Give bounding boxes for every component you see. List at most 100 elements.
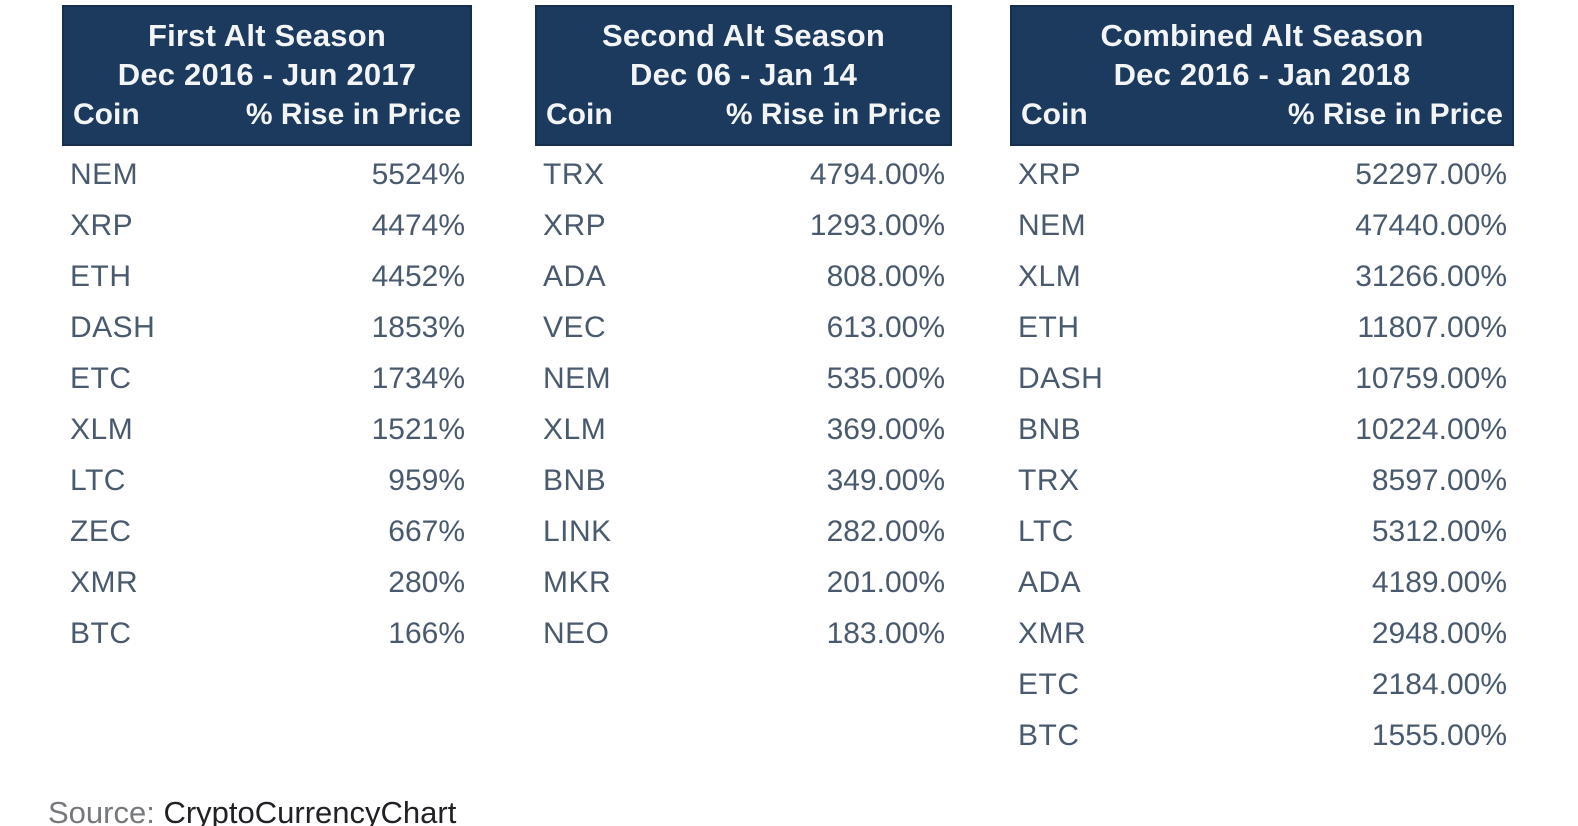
- coin-label: LTC: [70, 463, 126, 497]
- table-row: ADA 4189.00%: [1010, 557, 1514, 608]
- column-header-row: Coin % Rise in Price: [546, 94, 941, 144]
- column-header-coin: Coin: [73, 98, 140, 131]
- rise-value: 667%: [388, 514, 465, 548]
- column-header-row: Coin % Rise in Price: [73, 94, 461, 144]
- table-row: ADA 808.00%: [535, 251, 952, 302]
- rise-value: 52297.00%: [1355, 157, 1507, 191]
- table-first-alt-season: First Alt Season Dec 2016 - Jun 2017 Coi…: [62, 5, 472, 659]
- table-row: NEM 47440.00%: [1010, 200, 1514, 251]
- column-header-coin: Coin: [1021, 98, 1088, 131]
- table-row: NEO 183.00%: [535, 608, 952, 659]
- coin-label: XLM: [70, 412, 134, 446]
- rise-value: 166%: [388, 616, 465, 650]
- table-row: XLM 369.00%: [535, 404, 952, 455]
- coin-label: BNB: [1018, 412, 1082, 446]
- table-title: Combined Alt Season Dec 2016 - Jan 2018: [1021, 16, 1503, 94]
- table-row: LTC 5312.00%: [1010, 506, 1514, 557]
- rise-value: 535.00%: [826, 361, 945, 395]
- coin-label: XRP: [543, 208, 607, 242]
- rise-value: 47440.00%: [1355, 208, 1507, 242]
- coin-label: LTC: [1018, 514, 1074, 548]
- column-header-coin: Coin: [546, 98, 613, 131]
- rise-value: 4189.00%: [1371, 565, 1507, 599]
- table-body: NEM 5524% XRP 4474% ETH 4452% DASH 1853% ETC 1734…: [62, 149, 472, 659]
- table-title-line1: Combined Alt Season: [1100, 18, 1424, 53]
- rise-value: 613.00%: [826, 310, 945, 344]
- coin-label: MKR: [543, 565, 612, 599]
- table-row: XRP 52297.00%: [1010, 149, 1514, 200]
- table-row: NEM 5524%: [62, 149, 472, 200]
- rise-value: 349.00%: [826, 463, 945, 497]
- table-header: First Alt Season Dec 2016 - Jun 2017 Coi…: [62, 5, 472, 146]
- rise-value: 959%: [388, 463, 465, 497]
- coin-label: VEC: [543, 310, 607, 344]
- rise-value: 1734%: [371, 361, 465, 395]
- coin-label: ADA: [543, 259, 607, 293]
- table-title-line2: Dec 2016 - Jan 2018: [1113, 57, 1411, 92]
- table-row: XLM 31266.00%: [1010, 251, 1514, 302]
- coin-label: NEM: [70, 157, 139, 191]
- rise-value: 282.00%: [826, 514, 945, 548]
- column-header-rise: % Rise in Price: [245, 98, 461, 131]
- column-header-rise: % Rise in Price: [725, 98, 941, 131]
- table-row: XRP 4474%: [62, 200, 472, 251]
- table-body: XRP 52297.00% NEM 47440.00% XLM 31266.00% ETH 1…: [1010, 149, 1514, 761]
- table-row: TRX 8597.00%: [1010, 455, 1514, 506]
- rise-value: 280%: [388, 565, 465, 599]
- coin-label: ADA: [1018, 565, 1082, 599]
- column-header-row: Coin % Rise in Price: [1021, 94, 1503, 144]
- table-row: ETC 2184.00%: [1010, 659, 1514, 710]
- rise-value: 1555.00%: [1371, 718, 1507, 752]
- table-row: BTC 166%: [62, 608, 472, 659]
- coin-label: ETH: [70, 259, 132, 293]
- rise-value: 2184.00%: [1371, 667, 1507, 701]
- coin-label: NEO: [543, 616, 610, 650]
- table-title: Second Alt Season Dec 06 - Jan 14: [546, 16, 941, 94]
- table-header: Combined Alt Season Dec 2016 - Jan 2018 …: [1010, 5, 1514, 146]
- coin-label: TRX: [543, 157, 605, 191]
- coin-label: BTC: [70, 616, 132, 650]
- table-row: LINK 282.00%: [535, 506, 952, 557]
- table-row: XLM 1521%: [62, 404, 472, 455]
- rise-value: 183.00%: [826, 616, 945, 650]
- table-row: NEM 535.00%: [535, 353, 952, 404]
- coin-label: BNB: [543, 463, 607, 497]
- rise-value: 10224.00%: [1355, 412, 1507, 446]
- coin-label: ETC: [1018, 667, 1080, 701]
- table-row: XMR 280%: [62, 557, 472, 608]
- coin-label: XRP: [70, 208, 134, 242]
- table-title-line2: Dec 2016 - Jun 2017: [117, 57, 417, 92]
- source-attribution: Source: CryptoCurrencyChart: [48, 795, 457, 826]
- rise-value: 4452%: [371, 259, 465, 293]
- table-row: LTC 959%: [62, 455, 472, 506]
- table-row: XMR 2948.00%: [1010, 608, 1514, 659]
- table-header: Second Alt Season Dec 06 - Jan 14 Coin %…: [535, 5, 952, 146]
- coin-label: XLM: [1018, 259, 1082, 293]
- table-body: TRX 4794.00% XRP 1293.00% ADA 808.00% VEC 613.0…: [535, 149, 952, 659]
- rise-value: 10759.00%: [1355, 361, 1507, 395]
- source-label: Source:: [48, 795, 164, 826]
- source-link[interactable]: CryptoCurrencyChart: [163, 795, 457, 826]
- rise-value: 201.00%: [826, 565, 945, 599]
- coin-label: NEM: [1018, 208, 1087, 242]
- table-combined-alt-season: Combined Alt Season Dec 2016 - Jan 2018 …: [1010, 5, 1514, 761]
- table-row: BNB 349.00%: [535, 455, 952, 506]
- rise-value: 31266.00%: [1355, 259, 1507, 293]
- rise-value: 4474%: [371, 208, 465, 242]
- table-row: XRP 1293.00%: [535, 200, 952, 251]
- table-row: ZEC 667%: [62, 506, 472, 557]
- table-row: DASH 1853%: [62, 302, 472, 353]
- rise-value: 5312.00%: [1371, 514, 1507, 548]
- table-row: BTC 1555.00%: [1010, 710, 1514, 761]
- coin-label: XMR: [1018, 616, 1087, 650]
- coin-label: LINK: [543, 514, 612, 548]
- table-row: TRX 4794.00%: [535, 149, 952, 200]
- coin-label: TRX: [1018, 463, 1080, 497]
- rise-value: 1293.00%: [809, 208, 945, 242]
- coin-label: XMR: [70, 565, 139, 599]
- rise-value: 5524%: [371, 157, 465, 191]
- coin-label: BTC: [1018, 718, 1080, 752]
- table-row: BNB 10224.00%: [1010, 404, 1514, 455]
- rise-value: 808.00%: [826, 259, 945, 293]
